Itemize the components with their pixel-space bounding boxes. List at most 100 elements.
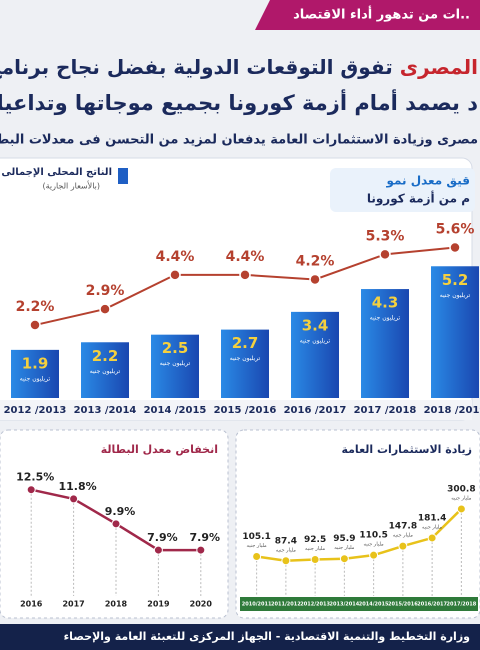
value-label: 87.4: [275, 536, 297, 546]
legend-swatch: [118, 168, 128, 184]
growth-label: 2.9%: [86, 283, 125, 299]
x-tick-label: 2018 /2019: [424, 405, 480, 416]
callout-bg: [330, 168, 475, 212]
headline-rest: تفوق التوقعات الدولية بفضل نجاح برنامج ا…: [0, 55, 393, 79]
unit-label: مليار جنيه: [422, 524, 442, 530]
x-tick-label: 2017/2018: [447, 602, 477, 608]
growth-label: 4.4%: [156, 249, 195, 265]
unit-label: مليار جنيه: [247, 543, 267, 549]
value-label: 7.9%: [190, 531, 221, 544]
value-label: 181.4: [418, 513, 446, 523]
gdp-bar: [81, 342, 129, 398]
series-point: [339, 554, 349, 564]
headline-1: المصرى تفوق التوقعات الدولية بفضل نجاح ب…: [0, 55, 478, 79]
series-point: [26, 485, 36, 495]
x-tick-label: 2015 /2016: [214, 405, 277, 416]
callout-1: قيق معدل نمو: [385, 174, 470, 189]
x-tick-label: 2010/2011: [242, 602, 272, 608]
gdp-value: 4.3: [372, 294, 399, 312]
x-tick-label: 2015/2016: [388, 602, 418, 608]
growth-point: [239, 269, 251, 281]
gdp-axis-strip: [0, 400, 472, 420]
legend-label: الناتج المحلى الإجمالى: [1, 167, 112, 178]
investment-panel: [235, 429, 480, 619]
value-label: 7.9%: [147, 531, 178, 544]
growth-label: 5.6%: [436, 222, 475, 238]
footer-text: وزارة التخطيط والتنمية الاقتصادية - الجه…: [64, 630, 471, 643]
gdp-unit: تريليون جنيه: [300, 337, 331, 344]
growth-point: [379, 248, 391, 261]
panel-title: انخفاض معدل البطالة: [101, 443, 218, 456]
value-label: 95.9: [333, 534, 355, 544]
unit-label: مليار جنيه: [305, 546, 325, 552]
series-point: [196, 545, 206, 555]
growth-point: [99, 303, 111, 315]
x-tick-label: 2013 /2014: [74, 405, 137, 416]
headline-3: مصرى وزيادة الاستثمارات العامة يدفعان لم…: [0, 133, 478, 148]
gdp-value: 3.4: [302, 316, 329, 334]
value-label: 9.9%: [105, 505, 136, 518]
gdp-value: 2.5: [162, 339, 189, 357]
investment-axis-strip: [240, 597, 478, 611]
unit-label: مليار جنيه: [276, 547, 296, 553]
x-tick-label: 2017 /2018: [354, 405, 417, 416]
growth-point: [29, 319, 41, 331]
series-point: [69, 494, 79, 504]
x-tick-label: 2012 /2013: [4, 405, 67, 416]
gdp-bar: [11, 349, 59, 398]
series-point: [281, 556, 291, 566]
series-point: [111, 519, 121, 529]
series-line: [256, 508, 463, 563]
headline-highlight: المصرى: [400, 55, 478, 79]
banner-bg: [255, 0, 480, 30]
gdp-unit: تريليون جنيه: [20, 375, 51, 382]
gdp-value: 2.2: [92, 347, 119, 365]
value-label: 147.8: [389, 522, 417, 532]
growth-point: [309, 273, 321, 286]
value-label: 110.5: [359, 531, 387, 541]
gdp-value: 1.9: [22, 354, 49, 372]
series-point: [369, 550, 379, 560]
series-point: [310, 555, 320, 565]
x-tick-label: 2011/2012: [271, 602, 301, 608]
legend-note: (بالأسعار الجارية): [42, 181, 100, 191]
growth-label: 4.4%: [226, 249, 265, 265]
series-point: [427, 533, 437, 543]
unit-label: مليار جنيه: [334, 545, 354, 551]
x-tick-label: 2014/2015: [359, 602, 389, 608]
growth-label: 5.3%: [366, 228, 405, 244]
gdp-unit: تريليون جنيه: [160, 360, 191, 367]
gdp-bar: [151, 334, 199, 398]
gdp-unit: تريليون جنيه: [90, 368, 121, 375]
x-tick-label: 2013/2014: [330, 602, 360, 608]
x-tick-label: 2018: [105, 600, 128, 609]
gdp-bar: [291, 311, 339, 398]
value-label: 11.8%: [59, 480, 97, 493]
x-tick-label: 2016: [20, 600, 43, 609]
gdp-bar: [361, 289, 409, 398]
value-label: 92.5: [304, 535, 326, 545]
gdp-bar: [431, 266, 479, 398]
series-point: [456, 504, 466, 514]
x-tick-label: 2016/2017: [417, 602, 447, 608]
value-label: 300.8: [447, 484, 475, 494]
x-tick-label: 2012/2013: [300, 602, 330, 608]
x-tick-label: 2016 /2017: [284, 405, 347, 416]
x-tick-label: 2014 /2015: [144, 405, 207, 416]
growth-point: [169, 269, 181, 281]
gdp-value: 5.2: [442, 271, 469, 289]
unit-label: مليار جنيه: [364, 542, 384, 548]
growth-label: 2.2%: [16, 299, 55, 315]
headline-2: د يصمد أمام أزمة كورونا بجميع موجاتها وت…: [0, 88, 478, 115]
callout-2: م من أزمة كورونا: [367, 191, 470, 207]
x-tick-label: 2019: [147, 600, 170, 609]
gdp-value: 2.7: [232, 334, 259, 352]
panel-title: زيادة الاستثمارات العامة: [341, 443, 472, 456]
unit-label: مليار جنيه: [451, 495, 471, 501]
unit-label: مليار جنيه: [393, 533, 413, 539]
series-point: [398, 541, 408, 551]
gdp-unit: تريليون جنيه: [440, 292, 471, 299]
growth-point: [449, 241, 461, 254]
x-tick-label: 2017: [62, 600, 84, 609]
value-label: 12.5%: [16, 471, 54, 484]
